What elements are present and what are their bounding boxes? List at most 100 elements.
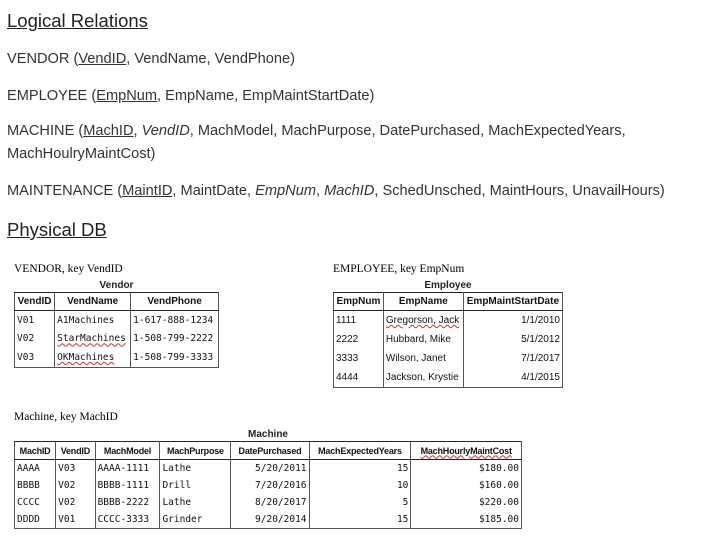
cell: Gregorson, Jack <box>382 310 464 330</box>
column-header: EmpMaintStartDate <box>462 292 564 311</box>
cell: V02 <box>13 329 56 348</box>
cell: 7/1/2017 <box>462 349 564 368</box>
table-row: 3333 Wilson, Janet 7/1/2017 <box>333 349 564 368</box>
maintenance-relation: MAINTENANCE (MaintID, MaintDate, EmpNum,… <box>7 180 665 203</box>
cell: 4444 <box>333 368 384 388</box>
machine-relation: MACHINE (MachID, VendID, MachModel, Mach… <box>7 120 626 166</box>
cell: CCCC-3333 <box>94 511 161 529</box>
table-title: Machine <box>247 429 288 440</box>
table-row: BBBB V02 BBBB-1111 Drill 7/20/2016 10 $1… <box>13 477 522 494</box>
cell: Lathe <box>159 494 232 511</box>
column-header: MachPurpose <box>159 441 232 460</box>
relation-name: MACHINE <box>7 123 75 139</box>
machine-table-caption: Machine, key MachID <box>14 411 118 423</box>
machine-table: Machine MachID VendID MachModel MachPurp… <box>13 428 522 529</box>
cell: $180.00 <box>410 459 522 477</box>
separator: , <box>315 183 325 199</box>
cell: 15 <box>308 511 412 529</box>
cell: 9/20/2014 <box>230 511 310 529</box>
table-row: V02 StarMachines 1-508-799-2222 <box>13 329 219 348</box>
cell: 2222 <box>333 330 384 349</box>
cell: 1-508-799-3333 <box>130 348 219 368</box>
cell: V02 <box>55 477 96 494</box>
table-row: 4444 Jackson, Krystie 4/1/2015 <box>333 368 564 388</box>
primary-key: VendID <box>78 51 127 67</box>
column-header: DatePurchased <box>230 441 310 460</box>
cell: $160.00 <box>410 477 522 494</box>
attributes: , EmpName, EmpMaintStartDate) <box>157 88 375 104</box>
cell: A1Machines <box>54 310 132 330</box>
cell: $220.00 <box>410 494 522 511</box>
cell: BBBB-1111 <box>94 477 161 494</box>
cell: Jackson, Krystie <box>382 368 464 388</box>
cell: 8/20/2017 <box>230 494 310 511</box>
cell: V03 <box>55 459 96 477</box>
vendor-table: Vendor VendID VendName VendPhone V01 A1M… <box>13 279 219 368</box>
table-row: V03 OKMachines 1-508-799-3333 <box>13 348 219 368</box>
paren: ( <box>69 51 79 67</box>
foreign-key: EmpNum <box>255 183 316 199</box>
column-header: MachModel <box>94 441 161 460</box>
cell: 7/20/2016 <box>230 477 310 494</box>
vendor-relation: VENDOR (VendID, VendName, VendPhone) <box>7 48 295 71</box>
table-title: Employee <box>424 280 472 291</box>
relation-name: MAINTENANCE <box>7 183 114 199</box>
cell: 5/20/2011 <box>230 459 310 477</box>
cell: V01 <box>55 511 96 529</box>
attributes: , MaintDate, <box>172 183 256 199</box>
employee-table-caption: EMPLOYEE, key EmpNum <box>333 263 465 275</box>
cell: 1/1/2010 <box>462 310 564 330</box>
column-header: VendID <box>13 292 56 311</box>
physical-db-heading: Physical DB <box>7 219 107 240</box>
cell: 1-508-799-2222 <box>130 329 219 348</box>
attributes: , MachModel, MachPurpose, DatePurchased,… <box>189 123 626 139</box>
column-header: VendName <box>54 292 132 311</box>
paren: ( <box>113 183 123 199</box>
cell: V03 <box>13 348 56 368</box>
cell: $185.00 <box>410 511 522 529</box>
table-title: Vendor <box>99 280 134 291</box>
attributes: , VendName, VendPhone) <box>126 51 295 67</box>
table-row: AAAA V03 AAAA-1111 Lathe 5/20/2011 15 $1… <box>13 459 522 477</box>
cell: 5 <box>308 494 412 511</box>
cell: Wilson, Janet <box>382 349 464 368</box>
cell: StarMachines <box>54 329 132 348</box>
cell: V02 <box>55 494 96 511</box>
column-header: MachExpectedYears <box>308 441 412 460</box>
cell: Grinder <box>159 511 232 529</box>
cell: Lathe <box>159 459 232 477</box>
column-header: EmpName <box>382 292 464 311</box>
table-row: DDDD V01 CCCC-3333 Grinder 9/20/2014 15 … <box>13 511 522 529</box>
attributes-line-2: MachHoulryMaintCost) <box>7 146 156 162</box>
cell: AAAA-1111 <box>94 459 161 477</box>
logical-relations-heading: Logical Relations <box>7 10 148 31</box>
employee-table: Employee EmpNum EmpName EmpMaintStartDat… <box>333 279 564 388</box>
primary-key: EmpNum <box>96 88 158 104</box>
foreign-key: VendID <box>141 123 190 139</box>
cell: 5/1/2012 <box>462 330 564 349</box>
table-row: 1111 Gregorson, Jack 1/1/2010 <box>333 310 564 330</box>
paren: ( <box>87 88 97 104</box>
primary-key: MachID <box>83 123 134 139</box>
cell: 1111 <box>333 310 384 330</box>
cell: OKMachines <box>54 348 132 368</box>
cell: Hubbard, Mike <box>382 330 464 349</box>
column-header: VendPhone <box>130 292 219 311</box>
cell: 4/1/2015 <box>462 368 564 388</box>
foreign-key: MachID <box>324 183 375 199</box>
cell: DDDD <box>13 511 57 529</box>
cell: CCCC <box>13 494 57 511</box>
cell: Drill <box>159 477 232 494</box>
table-row: CCCC V02 BBBB-2222 Lathe 8/20/2017 5 $22… <box>13 494 522 511</box>
cell: BBBB-2222 <box>94 494 161 511</box>
vendor-table-caption: VENDOR, key VendID <box>14 263 123 275</box>
cell: V01 <box>13 310 56 330</box>
primary-key: MaintID <box>122 183 173 199</box>
column-header: MachHourlyMaintCost <box>410 441 522 460</box>
table-row: 2222 Hubbard, Mike 5/1/2012 <box>333 330 564 349</box>
column-header: MachID <box>13 441 57 460</box>
relation-name: VENDOR <box>7 51 70 67</box>
column-header: VendID <box>55 441 96 460</box>
cell: 3333 <box>333 349 384 368</box>
column-header: EmpNum <box>333 292 384 311</box>
